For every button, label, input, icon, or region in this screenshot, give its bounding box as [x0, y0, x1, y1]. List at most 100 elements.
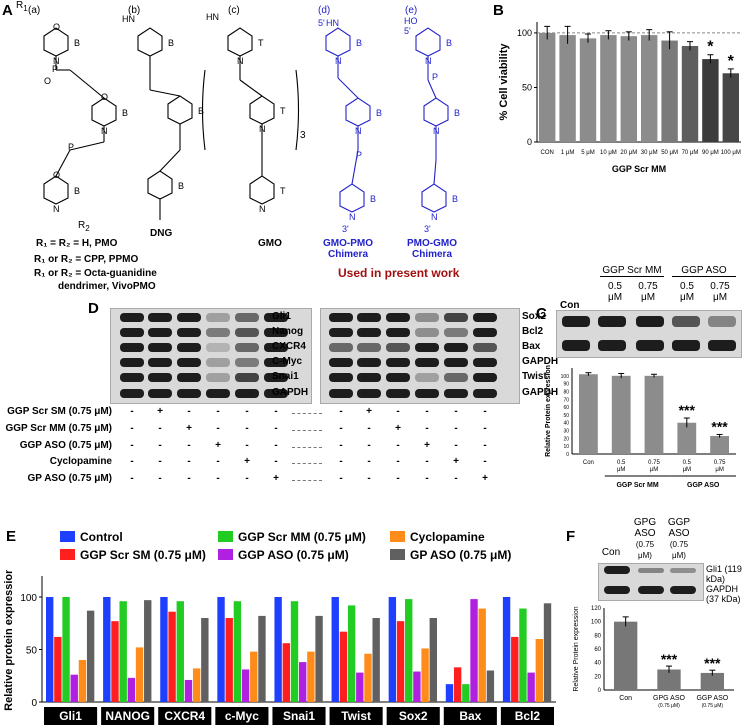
d-band-right-r2-l3: [415, 343, 439, 352]
d-row-label-3: Cyclopamine: [49, 456, 112, 467]
chimera-label-1: GMO-PMO Chimera: [323, 238, 373, 260]
d-band-right-r5-l5: [473, 389, 497, 398]
r2-label: R2: [78, 220, 90, 233]
e-bar-0-3: [70, 674, 78, 702]
e-bar-7-5: [486, 670, 495, 702]
c-band-gapdh-4: [708, 340, 736, 351]
c-xtick-label-3: 0.5: [683, 460, 692, 466]
dng-link-2: [149, 89, 181, 97]
gmopmo-5prime: 5': [318, 18, 325, 28]
d-mark-right-r0-l2: -: [396, 406, 400, 417]
e-category-label-4: Snai1: [283, 709, 315, 723]
e-ytick-label-0: 0: [31, 698, 37, 709]
d-band-right-r3-l0: [329, 358, 353, 367]
pmo-n-2: N: [53, 204, 60, 214]
d-band-left-r1-l1: [148, 328, 172, 337]
legend-vivopmo-1: R₁ or R₂ = Octa-guanidine: [34, 268, 157, 279]
d-mark-left-r4-l5: +: [273, 473, 279, 484]
pmo-link-5: [69, 141, 105, 151]
e-legend-label-1: GGP Scr SM (0.75 μM): [80, 548, 206, 562]
e-expression-chart: 0 50 100 Gli1 NANOG CXCR4 c-Myc Snai1 Twist Sox2 B…: [3, 570, 556, 725]
pmo-o-2: O: [53, 170, 61, 180]
b-bar-7: [681, 46, 699, 142]
pmogmo-5prime: 5': [404, 26, 411, 36]
d-mark-left-r2-l5: -: [274, 440, 278, 451]
f-band-gli1-con: [604, 566, 630, 574]
gmopmo-n-2: N: [349, 212, 356, 222]
e-category-box-7: [443, 707, 497, 725]
e-bar-3-1: [225, 618, 233, 702]
pmogmo-ring-1: [423, 97, 449, 127]
pmogmo-n-2: N: [431, 212, 438, 222]
b-xtick-label-9: 100 μM: [721, 150, 741, 156]
e-bar-7-2: [462, 684, 470, 702]
b-xtick-label-2: 5 μM: [581, 150, 594, 156]
d-band-right-r5-l4: [444, 389, 468, 398]
c-bar-0: [579, 374, 598, 454]
b-ytick-label-2: 100: [517, 28, 532, 38]
d-band-left-r3-l0: [120, 358, 144, 367]
d-mark-right-r1-l2: +: [395, 423, 401, 434]
e-legend-swatch-3: [218, 549, 233, 560]
f-band-gapdh-con: [604, 586, 630, 594]
pmo-ring-1: [91, 97, 117, 127]
dng-ring-0: [137, 27, 163, 57]
panel-label-d: D: [88, 300, 99, 317]
d-mark-left-r4-l4: -: [245, 473, 249, 484]
pmogmo-link-2: [427, 79, 437, 99]
d-band-right-r0-l5: [473, 313, 497, 322]
d-left-label-4: Snai1: [272, 371, 299, 382]
e-bar-2-3: [184, 679, 193, 702]
d-band-left-r3-l1: [148, 358, 172, 367]
f-ytick-label-2: 40: [594, 661, 601, 667]
pmogmo-p: P: [432, 72, 439, 82]
blot-d-left: [110, 308, 312, 404]
struct-label-d: (d): [318, 5, 331, 16]
e-bar-5-3: [356, 672, 364, 702]
c-ytick-label-0: 0: [566, 452, 569, 458]
e-bar-5-4: [364, 653, 372, 702]
c-ytick-label-9: 90: [563, 382, 569, 388]
d-band-left-r5-l2: [177, 389, 201, 398]
d-left-label-2: CXCR4: [272, 341, 306, 352]
e-category-label-1: NANOG: [105, 709, 150, 723]
c-ytick-label-1: 10: [563, 444, 569, 450]
b-bar-6: [661, 40, 678, 142]
gmo-link-2: [239, 79, 263, 97]
d-mark-left-r3-l5: -: [274, 456, 278, 467]
e-category-box-1: [101, 707, 155, 725]
e-bar-5-1: [339, 631, 348, 702]
e-bar-7-4: [478, 608, 486, 702]
e-legend-swatch-4: [390, 531, 405, 542]
e-bar-6-3: [413, 671, 421, 702]
b-xtick-label-0: CON: [541, 150, 554, 156]
e-ytick-label-2: 100: [20, 593, 37, 604]
e-legend-label-3: GGP ASO (0.75 μM): [238, 548, 349, 562]
d-band-right-r1-l5: [473, 328, 497, 337]
e-bar-4-5: [315, 615, 323, 702]
e-bar-4-1: [282, 643, 291, 702]
gmopmo-base-2: B: [370, 194, 377, 204]
d-row-label-1: GGP Scr MM (0.75 μM): [5, 423, 112, 434]
d-band-right-r2-l1: [357, 343, 381, 352]
pmogmo-base-1: B: [454, 108, 461, 118]
f-band-gapdh-ggp: [670, 586, 696, 594]
e-bar-2-0: [160, 597, 168, 702]
d-band-right-r5-l0: [329, 389, 353, 398]
f-lane-gpg: GPG ASO (0.75 μM): [633, 517, 657, 560]
d-band-left-r2-l4: [235, 343, 259, 352]
d-mark-right-r4-l4: -: [454, 473, 458, 484]
e-bar-5-2: [347, 605, 356, 702]
b-sig-9: *: [728, 53, 735, 70]
d-mark-right-r4-l3: -: [425, 473, 429, 484]
pmogmo-base-0: B: [446, 38, 453, 48]
e-legend-label-0: Control: [80, 530, 123, 544]
d-mark-left-r3-l2: -: [187, 456, 191, 467]
d-mark-right-r3-l4: +: [453, 456, 459, 467]
d-band-left-r4-l2: [177, 373, 201, 382]
d-mark-left-r0-l5: -: [274, 406, 278, 417]
bracket-subscript: 3: [300, 130, 306, 141]
d-band-right-r5-l2: [386, 389, 410, 398]
d-band-left-r4-l3: [206, 373, 230, 382]
d-band-right-r5-l3: [415, 389, 439, 398]
